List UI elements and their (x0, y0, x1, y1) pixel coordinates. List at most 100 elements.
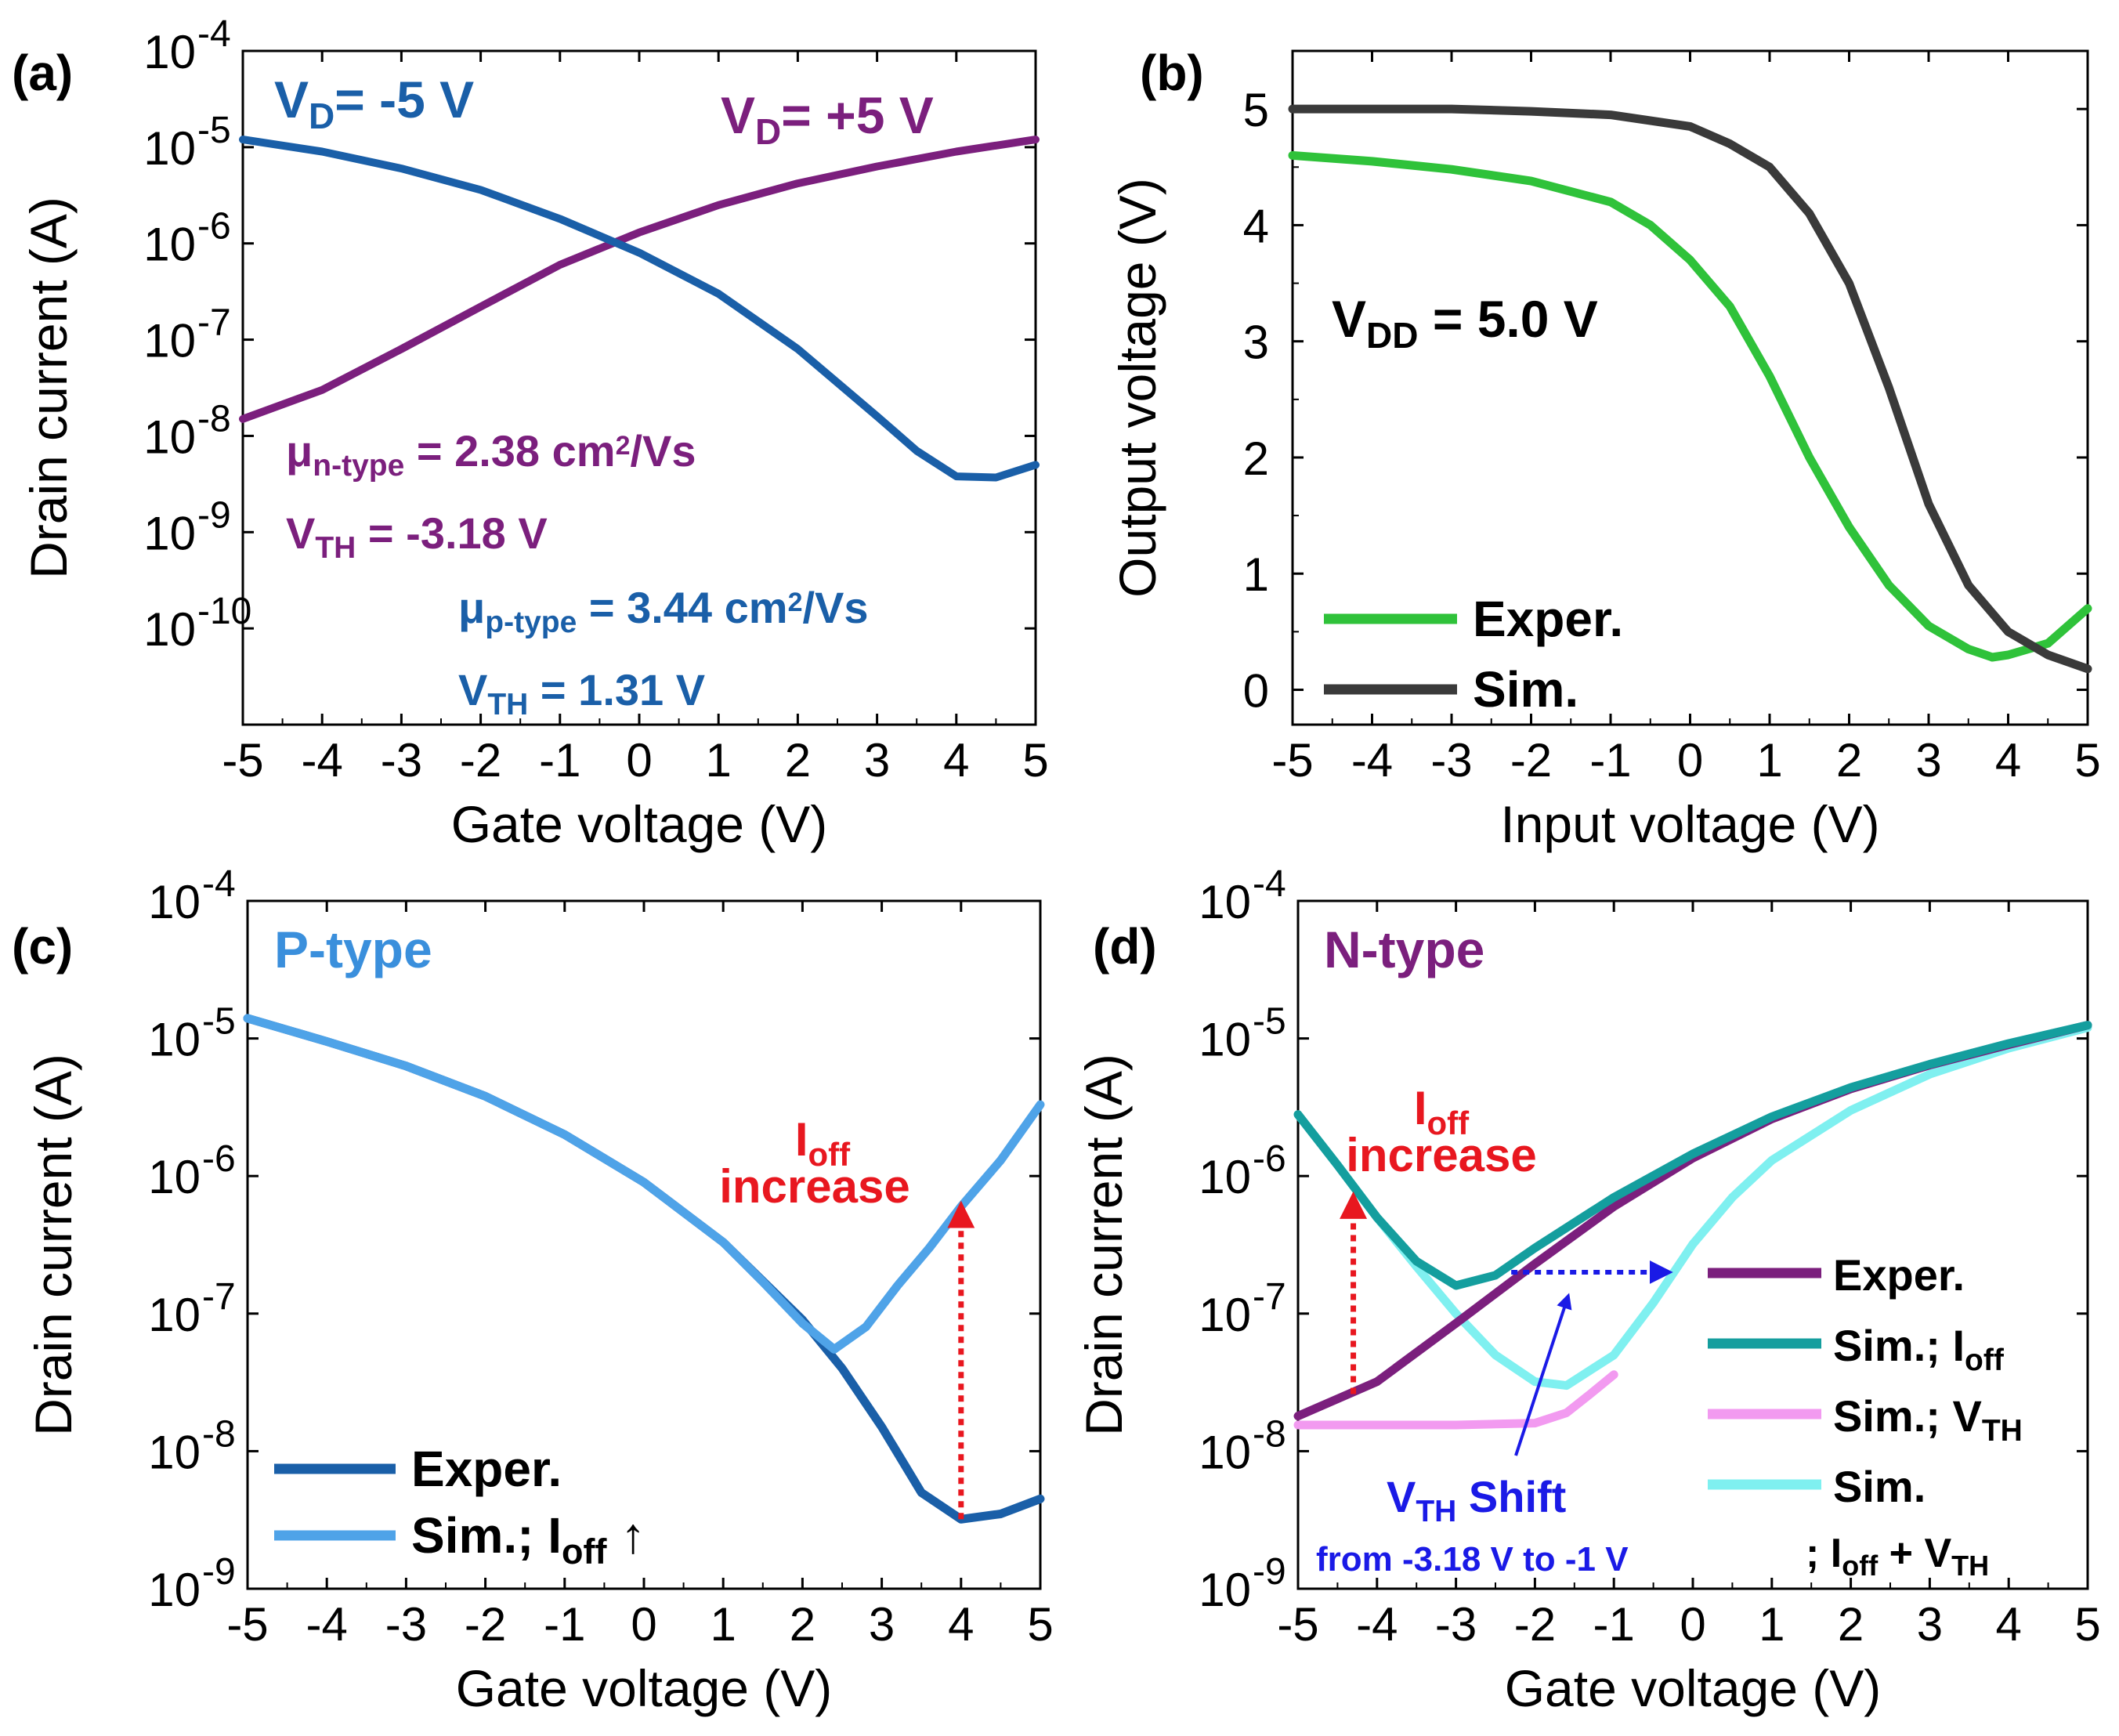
x-tick-label: 3 (869, 1598, 895, 1651)
x-tick-label: -4 (302, 734, 343, 787)
y-tick-exponent: -5 (1253, 1001, 1286, 1043)
x-tick-label: 4 (948, 1598, 974, 1651)
y-tick-exponent: -7 (202, 1276, 236, 1318)
annotation-vd-neg-part: = -5 V (334, 71, 474, 128)
y-axis-title: Drain current (A) (20, 197, 78, 579)
annotation-ioff: Ioff (795, 1113, 851, 1173)
y-tick-label: 10 (1199, 1426, 1251, 1478)
annotation-mu-p-part: 2 (788, 588, 803, 617)
x-tick-label: 2 (785, 734, 811, 787)
annotation-vd-neg-part: D (309, 96, 334, 136)
x-tick-label: 0 (1680, 1598, 1705, 1651)
x-tick-label: 0 (626, 734, 652, 787)
panel-c: -5 -4 -3 -2 -1 0 1 2 3 4 510-910-810-710-610-510-4… (24, 863, 1054, 1717)
x-tick-label: 2 (1838, 1598, 1864, 1651)
annotation-mu-n-part: n-type (313, 449, 404, 483)
x-tick-label: -2 (1514, 1598, 1556, 1651)
legend-label-3-part: Sim. (1833, 1462, 1926, 1511)
y-axis-title: Output voltage (V) (1108, 178, 1166, 598)
y-tick-label: 4 (1243, 200, 1269, 252)
series-line-exper (243, 1014, 1045, 1524)
annotation-mu-n-part: /Vs (631, 426, 696, 476)
y-tick-label: 10 (148, 1564, 201, 1616)
legend-label-1-part: Sim.; I (1833, 1321, 1965, 1370)
y-tick-label: 10 (143, 26, 196, 78)
legend-label-4-part: off (1842, 1550, 1879, 1582)
series-line-vd-pos (239, 136, 1040, 423)
annotation-vth-shift-part: V (1387, 1472, 1416, 1521)
y-tick-exponent: -7 (197, 302, 231, 344)
x-tick-label: 1 (1756, 734, 1782, 787)
legend-label-exper: Exper. (411, 1441, 562, 1497)
x-tick-label: 4 (1995, 734, 2021, 787)
y-tick-label: 10 (143, 507, 196, 559)
panel-title-p-type: P-type (274, 920, 432, 978)
annotation-mu-p-part: p-type (485, 606, 577, 639)
x-tick-label: -3 (1435, 1598, 1477, 1651)
y-tick-exponent: -4 (1253, 863, 1286, 905)
legend-label-sim-ioff-part: ↑ (607, 1507, 646, 1564)
x-tick-label: 4 (943, 734, 969, 787)
x-tick-label: -1 (1593, 1598, 1635, 1651)
annotation-vd-pos: VD= +5 V (721, 86, 934, 152)
x-tick-label: -2 (460, 734, 501, 787)
x-tick-label: -1 (1589, 734, 1631, 787)
y-tick-label: 2 (1243, 432, 1269, 485)
y-tick-label: 10 (148, 1151, 201, 1203)
x-tick-label: -5 (226, 1598, 268, 1651)
series-line-sim-ioff (1293, 1021, 2092, 1290)
y-tick-exponent: -4 (197, 13, 231, 55)
annotation-mu-n-part: μ (286, 426, 313, 476)
annotation-vdd-part: DD (1366, 315, 1418, 356)
y-tick-exponent: -6 (202, 1138, 236, 1180)
annotation-vd-pos-part: D (755, 111, 781, 152)
panel-label-a: (a) (12, 45, 73, 101)
y-tick-label: 10 (148, 1426, 201, 1478)
y-tick-label: 10 (148, 1289, 201, 1341)
x-tick-label: -5 (1277, 1598, 1318, 1651)
x-tick-label: 5 (1022, 734, 1048, 787)
series-line-exper (1288, 150, 2092, 662)
annotation-shift-range: from -3.18 V to -1 V (1316, 1540, 1629, 1579)
x-tick-label: 5 (2074, 734, 2100, 787)
legend-label-4: ; Ioff + VTH (1806, 1531, 1989, 1582)
x-tick-label: -1 (539, 734, 580, 787)
x-tick-label: 4 (1996, 1598, 2022, 1651)
annotation-vd-pos-part: = +5 V (781, 86, 934, 144)
x-tick-label: 1 (711, 1598, 736, 1651)
y-tick-exponent: -9 (197, 494, 231, 536)
annotation-increase: increase (719, 1160, 910, 1213)
y-tick-label: 0 (1243, 665, 1269, 718)
y-axis-title: Drain current (A) (1075, 1054, 1133, 1436)
annotation-mu-p-part: = 3.44 cm (577, 583, 787, 632)
annotation-ioff-part: off (808, 1136, 852, 1173)
x-tick-label: -4 (306, 1598, 348, 1651)
legend-label-exper-part: Exper. (411, 1441, 562, 1497)
y-tick-exponent: -6 (197, 206, 231, 248)
y-tick-label: 3 (1243, 316, 1269, 369)
annotation-vth-p-part: V (458, 665, 487, 714)
y-tick-label: 10 (1199, 1289, 1251, 1341)
y-tick-exponent: -9 (202, 1551, 236, 1593)
y-tick-label: 10 (143, 315, 196, 367)
y-tick-label: 10 (143, 219, 196, 271)
y-tick-label: 10 (143, 122, 196, 175)
annotation-vth-p-part: TH (487, 688, 528, 722)
annotation-vth-p: VTH = 1.31 V (458, 665, 705, 722)
arrow-shift-pointer (1514, 1293, 1572, 1456)
y-tick-exponent: -4 (202, 863, 236, 905)
x-axis-title: Input voltage (V) (1500, 795, 1879, 853)
annotation-mu-n-part: 2 (616, 431, 631, 461)
y-tick-label: 10 (143, 603, 196, 656)
x-tick-label: 5 (1027, 1598, 1053, 1651)
annotation-mu-p-part: μ (458, 583, 485, 632)
annotation-vth-n-part: V (286, 508, 315, 558)
legend-label-4-part: TH (1951, 1550, 1989, 1582)
x-tick-label: 3 (1915, 734, 1941, 787)
y-tick-label: 10 (148, 1014, 201, 1066)
annotation-vth-p-part: = 1.31 V (528, 665, 705, 714)
x-tick-label: -4 (1351, 734, 1393, 787)
